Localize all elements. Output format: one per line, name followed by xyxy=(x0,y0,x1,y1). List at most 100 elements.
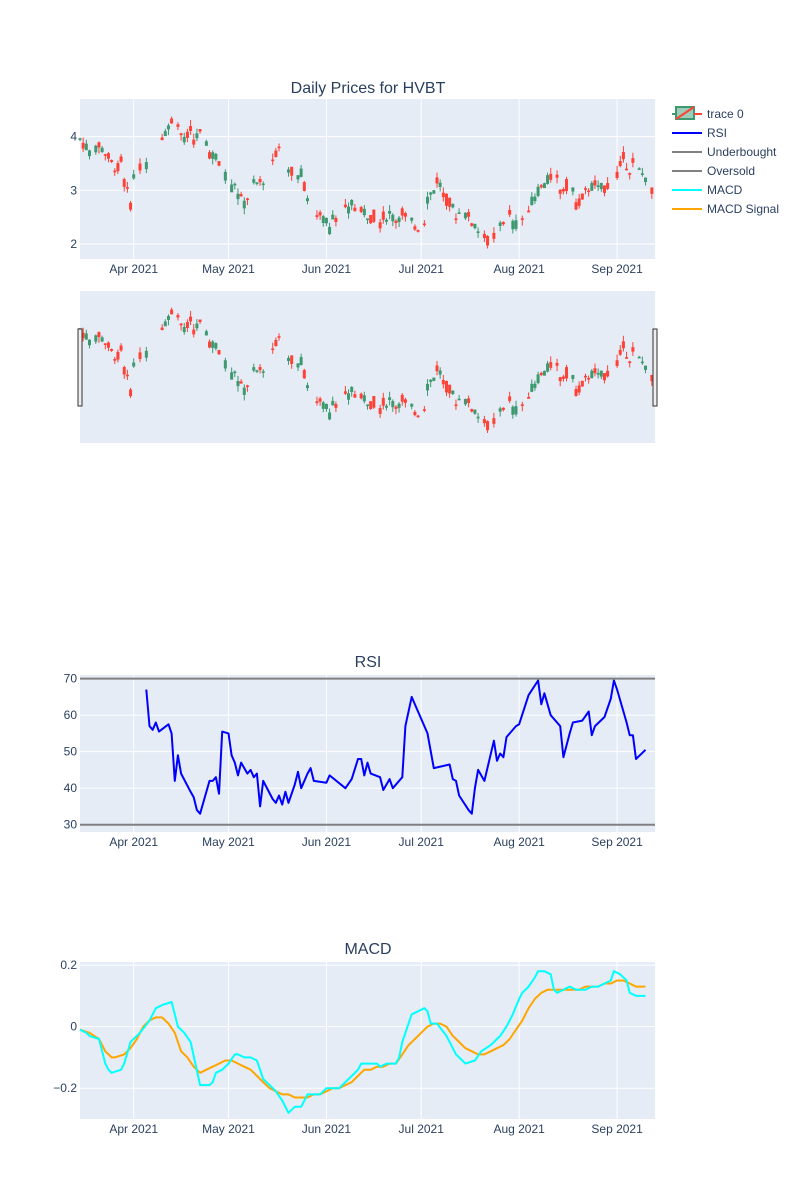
price-candle xyxy=(410,217,414,221)
legend-item[interactable]: trace 0 xyxy=(672,106,744,121)
legend[interactable]: trace 0 RSI Underbought Oversold MACD MACD Si… xyxy=(672,106,779,216)
range-slider-candle xyxy=(501,407,505,410)
price-candle xyxy=(413,226,417,230)
price-candle xyxy=(160,137,164,141)
range-slider-candle xyxy=(583,375,587,378)
price-candle xyxy=(527,210,531,213)
price-candle xyxy=(347,206,351,214)
macd-plot-area[interactable] xyxy=(80,962,655,1119)
price-candle xyxy=(400,208,404,216)
range-slider-candle xyxy=(391,400,395,408)
price-plot-area[interactable] xyxy=(80,99,655,259)
macd-signal-line xyxy=(79,979,646,1099)
price-candle xyxy=(192,139,196,145)
legend-item[interactable]: Underbought xyxy=(672,145,777,159)
range-slider-candle xyxy=(435,365,439,372)
range-slider-candle xyxy=(315,401,319,404)
range-slider-candle xyxy=(87,339,91,346)
price-candle xyxy=(530,196,534,206)
price-candle xyxy=(444,193,448,206)
price-candle xyxy=(129,202,133,210)
range-slider-candle xyxy=(119,345,123,351)
price-candle xyxy=(350,199,354,206)
range-slider-candle xyxy=(347,393,351,400)
range-slider-candle xyxy=(403,399,407,403)
price-candle xyxy=(261,183,265,186)
range-slider-candle xyxy=(192,329,196,335)
price-candle xyxy=(328,226,332,235)
range-slider-candle xyxy=(410,403,414,407)
price-candle xyxy=(365,218,369,221)
range-slider-candle xyxy=(596,373,600,375)
range-slider-candle xyxy=(593,368,597,374)
range-slider-candle xyxy=(239,381,243,384)
legend-item[interactable]: MACD Signal xyxy=(672,202,779,216)
price-candle xyxy=(166,125,170,130)
price-candle xyxy=(343,204,347,208)
price-candle xyxy=(287,169,291,173)
price-candle xyxy=(198,129,202,132)
legend-label: MACD xyxy=(707,183,743,197)
range-slider-candle xyxy=(514,406,518,415)
range-slider-candle xyxy=(113,359,117,361)
range-slider-candle xyxy=(476,416,480,419)
price-candle xyxy=(208,152,212,159)
price-candle xyxy=(125,187,129,189)
range-slider-candle xyxy=(208,341,212,348)
price-candle xyxy=(650,187,654,194)
price-candle xyxy=(81,142,85,149)
range-slider-candle xyxy=(637,356,641,359)
range-slider-candle xyxy=(195,323,199,329)
range-slider-candle xyxy=(252,367,256,371)
range-slider-candle xyxy=(125,374,129,377)
range-slider-candle xyxy=(274,339,278,347)
range-slider-plot-area[interactable] xyxy=(80,291,655,443)
price-candle xyxy=(324,217,328,224)
legend-label: RSI xyxy=(707,126,727,140)
price-candle xyxy=(558,189,562,194)
range-slider-candle xyxy=(451,390,455,395)
range-slider-candle xyxy=(318,398,322,402)
range-slider-candle xyxy=(324,403,328,410)
price-candle xyxy=(542,183,546,189)
range-slider-candle xyxy=(110,349,114,351)
range-slider-candle xyxy=(334,404,338,408)
range-slider-candle xyxy=(84,333,88,340)
legend-item[interactable]: MACD xyxy=(672,183,743,197)
rsi-x-tick-label: Jun 2021 xyxy=(302,835,352,849)
macd-x-tick-label: May 2021 xyxy=(202,1122,255,1136)
range-slider-candle xyxy=(236,381,240,387)
range-slider-candle xyxy=(100,337,104,342)
price-y-tick-label: 3 xyxy=(70,183,77,197)
range-slider-candle xyxy=(454,404,458,407)
range-slider-candle xyxy=(432,377,436,381)
range-slider-right-handle[interactable] xyxy=(652,328,658,407)
price-candle xyxy=(615,171,619,178)
price-candle xyxy=(110,160,114,162)
rsi-chart-title: RSI xyxy=(355,654,382,671)
range-slider-candle xyxy=(189,316,193,322)
range-slider-candle xyxy=(302,369,306,379)
rsi-plot-area[interactable] xyxy=(80,675,655,832)
price-candle xyxy=(457,212,461,214)
price-candle xyxy=(236,193,240,200)
range-slider-left-handle[interactable] xyxy=(77,328,83,407)
price-candle xyxy=(546,175,550,184)
price-candle xyxy=(132,174,136,179)
price-candle xyxy=(621,151,625,160)
price-candle xyxy=(100,147,104,153)
price-candle xyxy=(438,182,442,187)
legend-item[interactable]: RSI xyxy=(672,126,727,140)
price-x-tick-label: Jul 2021 xyxy=(399,262,445,276)
price-chart-title: Daily Prices for HVBT xyxy=(291,80,446,97)
price-candle xyxy=(429,192,433,195)
macd-x-tick-label: Aug 2021 xyxy=(493,1122,545,1136)
price-candle xyxy=(277,146,281,149)
price-x-tick-label: Aug 2021 xyxy=(493,262,545,276)
range-slider-candle xyxy=(511,406,515,415)
legend-item[interactable]: Oversold xyxy=(672,164,755,178)
macd-y-tick-label: 0 xyxy=(70,1020,77,1034)
range-slider-candle xyxy=(492,418,496,424)
range-slider-candle xyxy=(615,360,619,366)
